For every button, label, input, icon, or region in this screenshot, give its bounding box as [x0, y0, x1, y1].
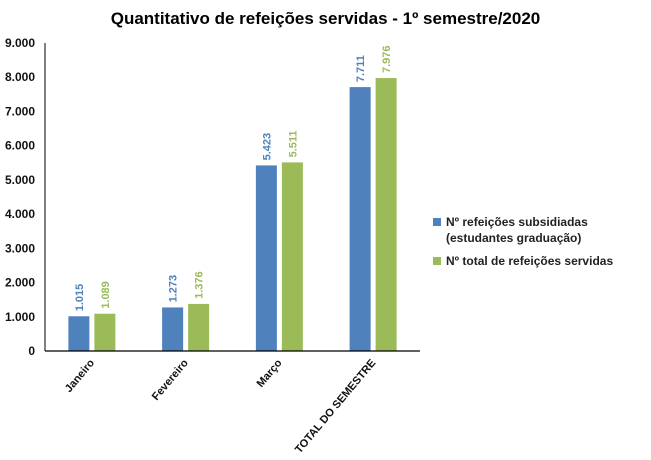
bar — [281, 162, 303, 351]
bar — [68, 316, 90, 351]
y-tick-label: 8.000 — [5, 70, 35, 84]
y-tick-label: 4.000 — [5, 207, 35, 221]
y-tick-label: 3.000 — [5, 241, 35, 255]
legend-swatch — [433, 218, 441, 226]
legend-item-subsidiadas: Nº refeições subsidiadas (estudantes gra… — [433, 214, 648, 246]
bar — [375, 78, 397, 352]
data-label: 7.976 — [381, 46, 393, 74]
bar — [162, 307, 184, 351]
y-tick-label: 1.000 — [5, 310, 35, 324]
legend-label: Nº refeições subsidiadas (estudantes gra… — [446, 215, 588, 245]
data-label: 1.015 — [74, 284, 86, 312]
data-label: 1.089 — [100, 281, 112, 309]
y-tick-label: 5.000 — [5, 173, 35, 187]
data-label: 5.511 — [287, 130, 299, 157]
x-tick-label: Janeiro — [63, 357, 98, 395]
bar — [349, 87, 371, 352]
data-label: 1.273 — [168, 275, 180, 303]
bar — [188, 303, 210, 351]
y-tick-label: 9.000 — [5, 36, 35, 50]
legend-label: Nº total de refeições servidas — [446, 254, 614, 268]
bar — [255, 165, 277, 351]
y-tick-label: 2.000 — [5, 276, 35, 290]
x-tick-label: TOTAL DO SEMESTRE — [293, 357, 378, 456]
y-tick-label: 0 — [28, 344, 35, 358]
legend: Nº refeições subsidiadas (estudantes gra… — [433, 214, 648, 276]
data-label: 7.711 — [355, 55, 367, 82]
y-tick-label: 7.000 — [5, 104, 35, 118]
bar — [94, 313, 116, 351]
data-label: 1.376 — [194, 271, 206, 299]
x-tick-label: Fevereiro — [150, 357, 191, 403]
y-tick-label: 6.000 — [5, 139, 35, 153]
legend-item-total: Nº total de refeições servidas — [433, 253, 648, 269]
legend-swatch — [433, 257, 441, 265]
data-label: 5.423 — [261, 133, 273, 161]
x-tick-label: Março — [255, 357, 285, 390]
chart-title: Quantitativo de refeições servidas - 1º … — [110, 9, 541, 28]
